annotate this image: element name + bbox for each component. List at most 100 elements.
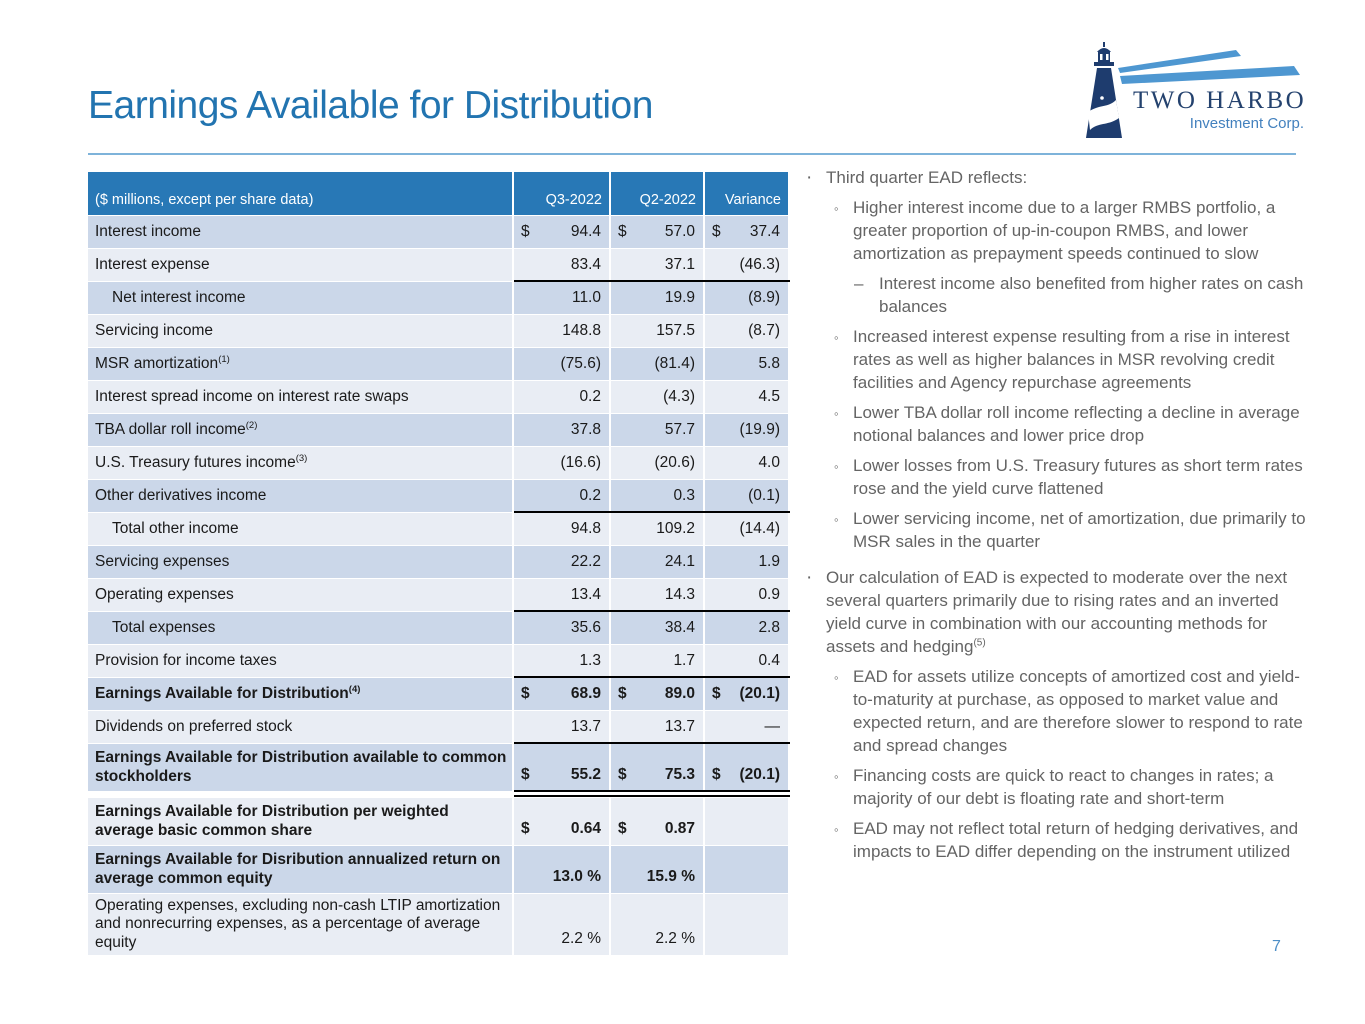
table-row: Net interest income 11.0 19.9 (8.9) [88,282,790,314]
variance-value: $37.4 [705,216,788,248]
row-label: Total other income [88,513,512,545]
subtotal-rule [514,511,790,513]
table-row: Earnings Available for Distribution per … [88,798,790,845]
variance-value: (19.9) [705,414,788,446]
q2-value: $0.87 [611,798,703,845]
q3-value: 35.6 [514,612,609,644]
subtotal-rule [514,742,790,744]
row-label: Interest spread income on interest rate … [88,381,512,413]
variance-value: 1.9 [705,546,788,578]
note-item: ◦ Lower losses from U.S. Treasury futures… [803,454,1308,500]
q2-value: $57.0 [611,216,703,248]
dollar-sign: $ [618,223,627,240]
q3-value: 94.8 [514,513,609,545]
variance-value [705,798,788,845]
row-label: Dividends on preferred stock [88,711,512,743]
q2-value: 57.7 [611,414,703,446]
table-row: Provision for income taxes 1.3 1.7 0.4 [88,645,790,678]
q2-value: 24.1 [611,546,703,578]
table-row: Interest income $94.4 $57.0 $37.4 [88,216,790,248]
note-text: Interest income also benefited from high… [879,274,1304,316]
variance-value [705,894,788,955]
row-label: Interest income [88,216,512,248]
q2-value: 15.9 % [611,846,703,893]
note-text: Financing costs are quick to react to ch… [853,766,1274,808]
q3-value: (16.6) [514,447,609,479]
table-header-q3: Q3-2022 [514,172,609,215]
q3-value: 0.2 [514,480,609,512]
table-row: Earnings Available for Distribution avai… [88,744,790,797]
note-item: ◦ Lower TBA dollar roll income reflecting… [803,401,1308,447]
subtotal-rule [514,280,790,282]
dot-bullet-icon: · [806,567,813,588]
note-text: EAD may not reflect total return of hedg… [853,819,1299,861]
variance-value: (46.3) [705,249,788,281]
table-header-row: ($ millions, except per share data) Q3-2… [88,172,790,215]
note-text: EAD for assets utilize concepts of amort… [853,667,1303,755]
note-item: ◦ Financing costs are quick to react to c… [803,764,1308,810]
note-item: – Interest income also benefited from hig… [803,272,1308,318]
variance-value: (8.9) [705,282,788,314]
row-label: Operating expenses [88,579,512,611]
dollar-sign: $ [712,223,721,240]
dollar-sign: $ [618,685,627,702]
title-divider [88,153,1296,155]
variance-value [705,846,788,893]
note-item: ◦ Higher interest income due to a larger … [803,196,1308,265]
table-row: Total other income 94.8 109.2 (14.4) [88,513,790,545]
table-row: Earnings Available for Disribution annua… [88,846,790,893]
q3-value: 148.8 [514,315,609,347]
table-row: Other derivatives income 0.2 0.3 (0.1) [88,480,790,513]
variance-value: 5.8 [705,348,788,380]
q3-value: $0.64 [514,798,609,845]
variance-value: $ (20.1) [705,744,788,791]
q2-value: 19.9 [611,282,703,314]
variance-value: 4.5 [705,381,788,413]
row-label: U.S. Treasury futures income(3) [88,447,512,479]
table-row: Dividends on preferred stock 13.7 13.7— [88,711,790,744]
table-header-q2: Q2-2022 [611,172,703,215]
row-label: Earnings Available for Disribution annua… [88,846,512,893]
table-row: Interest spread income on interest rate … [88,381,790,413]
variance-value: — [705,711,788,743]
dollar-sign: $ [712,766,721,783]
total-double-rule [514,795,790,797]
circle-bullet-icon: ◦ [834,201,839,216]
subtotal-rule [514,676,790,678]
financial-table: ($ millions, except per share data) Q3-2… [88,172,790,956]
q2-value: 14.3 [611,579,703,611]
q2-value: (20.6) [611,447,703,479]
q3-value: 83.4 [514,249,609,281]
table-body: Interest income $94.4 $57.0 $37.4 Interest e… [88,216,790,955]
dollar-sign: $ [521,223,530,240]
note-item: ◦ Increased interest expense resulting fr… [803,325,1308,394]
table-row: Total expenses 35.6 38.4 2.8 [88,612,790,644]
q3-value: 22.2 [514,546,609,578]
q3-value: 13.0 % [514,846,609,893]
table-row: TBA dollar roll income(2) 37.8 57.7 (19.9) [88,414,790,446]
subtotal-rule [514,610,790,612]
q3-value: 37.8 [514,414,609,446]
note-text: Our calculation of EAD is expected to mo… [826,568,1288,656]
variance-value: $ (20.1) [705,678,788,710]
row-label: MSR amortization(1) [88,348,512,380]
circle-bullet-icon: ◦ [834,459,839,474]
table-row: Operating expenses 13.4 14.3 0.9 [88,579,790,612]
dollar-sign: $ [521,766,530,783]
circle-bullet-icon: ◦ [834,406,839,421]
variance-value: 4.0 [705,447,788,479]
lighthouse-icon: TWO HARBORS Investment Corp. [1086,42,1339,138]
q3-value: 2.2 % [514,894,609,955]
subtotal-rule [514,790,790,792]
q2-value: 38.4 [611,612,703,644]
row-label: Servicing income [88,315,512,347]
circle-bullet-icon: ◦ [834,769,839,784]
note-item: ◦ EAD for assets utilize concepts of amor… [803,665,1308,757]
note-text: Lower losses from U.S. Treasury futures … [853,456,1303,498]
row-label: Net interest income [88,282,512,314]
table-row: U.S. Treasury futures income(3) (16.6) (20… [88,447,790,479]
dollar-sign: $ [521,820,530,837]
row-label: Earnings Available for Distribution avai… [88,744,512,791]
logo-company-name: TWO HARBORS [1133,87,1306,114]
